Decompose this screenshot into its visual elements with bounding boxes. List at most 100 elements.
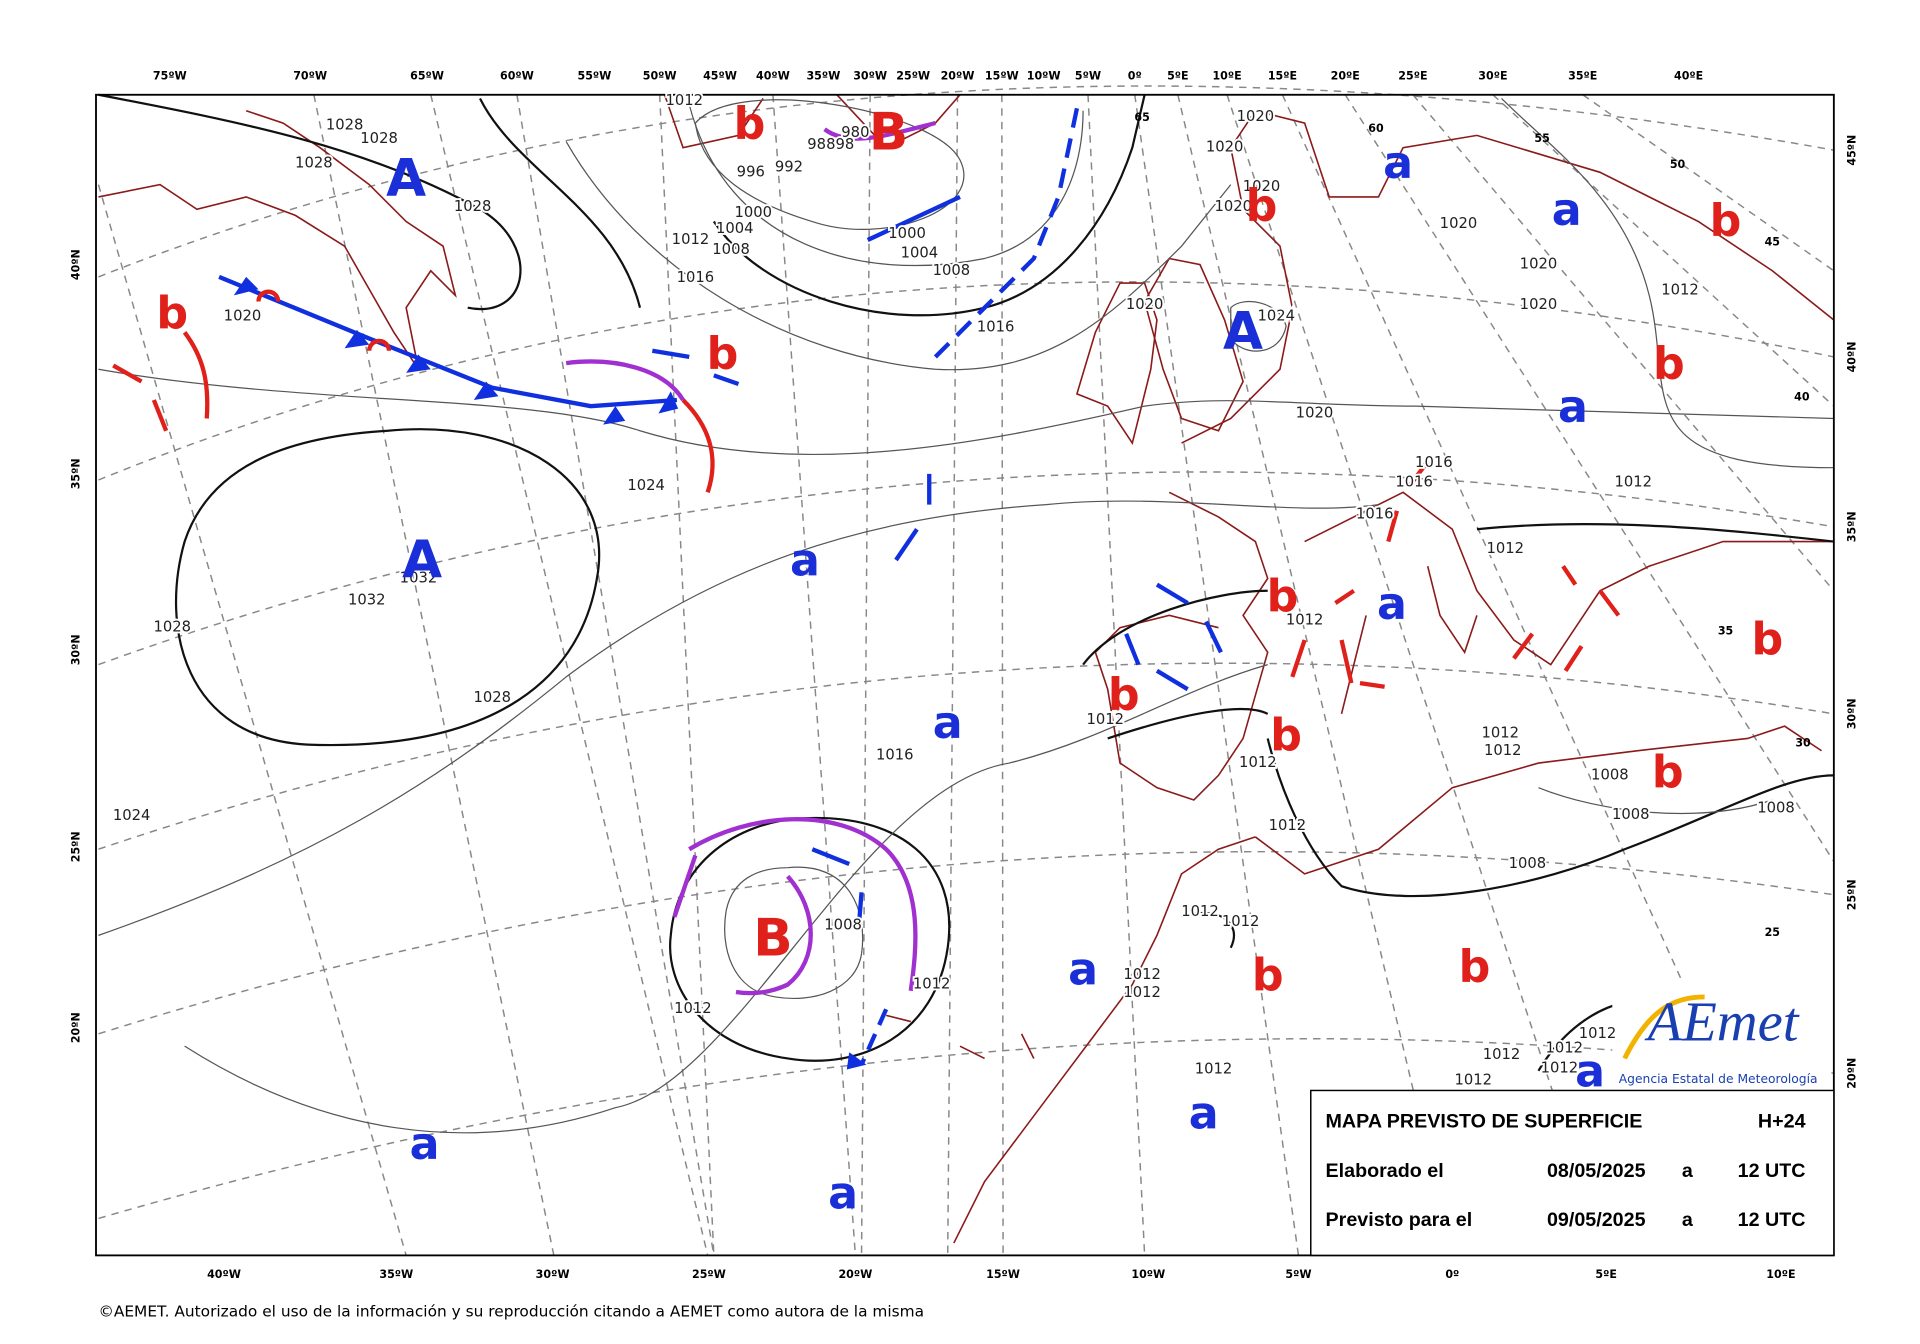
isobar-label: 1012 [1546,1040,1584,1057]
top-longitude-label: 35ºW [806,69,840,82]
isobar-label: 1020 [224,307,262,324]
isobar-label: 1028 [474,689,512,706]
isobar-label: 1012 [1181,903,1219,920]
isobar-label: 1016 [1395,473,1433,490]
top-longitude-label: 70ºW [293,69,327,82]
logo-name: AEmet [1644,992,1800,1054]
top-longitude-label: 60ºW [500,69,534,82]
isobar-label: 1012 [1661,281,1699,298]
isobar-label: 1012 [666,92,704,109]
left-latitude-label: 30ºN [69,634,82,665]
top-longitude-label: 15ºW [985,69,1019,82]
isobar-label: 1020 [1296,405,1334,422]
isobar-label: 1012 [1541,1059,1579,1076]
isobar-label: 1012 [1269,817,1307,834]
isobar-label: 1016 [1356,505,1394,522]
isobar-label: 1020 [1214,198,1252,215]
isobar-label: 1020 [1520,296,1558,313]
isobar-label: 1012 [1484,742,1522,759]
weak-low-label: b [1653,339,1685,390]
isobar-label: 1020 [1206,139,1244,156]
isobar-label: 992 [775,158,803,175]
weak-low-label: b [1652,747,1684,798]
isobar-label: 1008 [1591,766,1629,783]
isobar-label: 1012 [1195,1061,1233,1078]
bottom-longitude-label: 15ºW [986,1268,1020,1281]
info-made-label: Elaborado el [1326,1160,1444,1182]
low-pressure-center: B [753,909,792,969]
right-latitude-label: 35ºN [1845,511,1858,542]
high-pressure-center: A [386,149,426,209]
top-longitude-label: 5ºE [1167,69,1189,82]
isobar-label: 1008 [1757,800,1795,817]
isobar-label: 980 [841,124,869,141]
isobar-label: 1020 [1237,108,1275,125]
weak-low-label: b [1710,196,1742,247]
isobar-label: 1032 [348,592,386,609]
weak-low-label: b [707,329,739,380]
top-longitude-label: 25ºW [896,69,930,82]
isobar-label: 1028 [326,117,364,134]
isobar-label: 98898 [807,136,854,153]
isobar-label: 1020 [1126,296,1164,313]
isobar-label: 1008 [1509,855,1547,872]
isobar-label: 1012 [1222,913,1260,930]
logo [1612,978,1832,1090]
isobar-label: 1012 [1486,540,1524,557]
isobar-label: 1000 [734,204,772,221]
isobar-label: 1008 [1612,806,1650,823]
right-latitude-label: 40ºN [1845,341,1858,372]
isobar-label: 1012 [1579,1025,1617,1042]
isobar-label: 1028 [154,619,192,636]
top-longitude-label: 20ºW [941,69,975,82]
left-latitude-label: 35ºN [69,458,82,489]
isobar-label: 1008 [712,241,750,258]
weak-high-label: a [1377,579,1407,630]
weak-high-label: a [1552,185,1582,236]
weak-low-label: b [156,288,188,339]
low-pressure-center: B [869,102,908,162]
top-longitude-label: 40ºW [756,69,790,82]
weak-high-label: a [790,536,820,587]
bottom-longitude-label: 35ºW [379,1268,413,1281]
grid-number: 65 [1134,111,1149,124]
isobar-label: 1016 [677,269,715,286]
top-longitude-label: 30ºW [853,69,887,82]
weak-high-label: a [1383,138,1413,189]
weak-low-label: b [1752,614,1784,665]
isobar-label: 1020 [1440,215,1478,232]
high-pressure-center: A [402,531,442,591]
info-title: MAPA PREVISTO DE SUPERFICIE [1326,1111,1643,1133]
info-made-at: a [1682,1160,1694,1182]
high-pressure-center: A [1223,302,1263,362]
bottom-longitude-label: 0º [1445,1268,1459,1281]
isobar-label: 1024 [627,477,665,494]
weak-high-label: a [1068,944,1098,995]
weak-low-label: b [1270,710,1302,761]
weak-low-label: b [734,99,766,150]
isobar-label: 1016 [1415,454,1453,471]
right-latitude-label: 20ºN [1845,1058,1858,1089]
top-longitude-label: 5ºW [1075,69,1101,82]
grid-number: 40 [1794,391,1810,404]
isobar-label: 1012 [1239,754,1277,771]
weak-high-label: a [1189,1088,1219,1139]
grid-number: 25 [1765,926,1780,939]
map-frame [95,93,1835,1257]
top-longitude-label: 45ºW [703,69,737,82]
isobar-label: 1012 [1123,984,1161,1001]
isobar-label: 1024 [113,807,151,824]
grid-number: 55 [1534,132,1549,145]
left-latitude-label: 20ºN [69,1012,82,1043]
isobar-label: 1024 [1258,307,1296,324]
grid-number: 45 [1765,235,1780,248]
right-latitude-label: 25ºN [1845,879,1858,910]
isobar-label: 1012 [1482,725,1520,742]
isobar-label: 1012 [1454,1072,1492,1089]
isobar-label: 1012 [1483,1046,1521,1063]
weak-low-label: b [1459,942,1491,993]
top-longitude-label: 40ºE [1674,69,1703,82]
isobar-label: 1028 [360,130,398,147]
bottom-longitude-label: 20ºW [838,1268,872,1281]
